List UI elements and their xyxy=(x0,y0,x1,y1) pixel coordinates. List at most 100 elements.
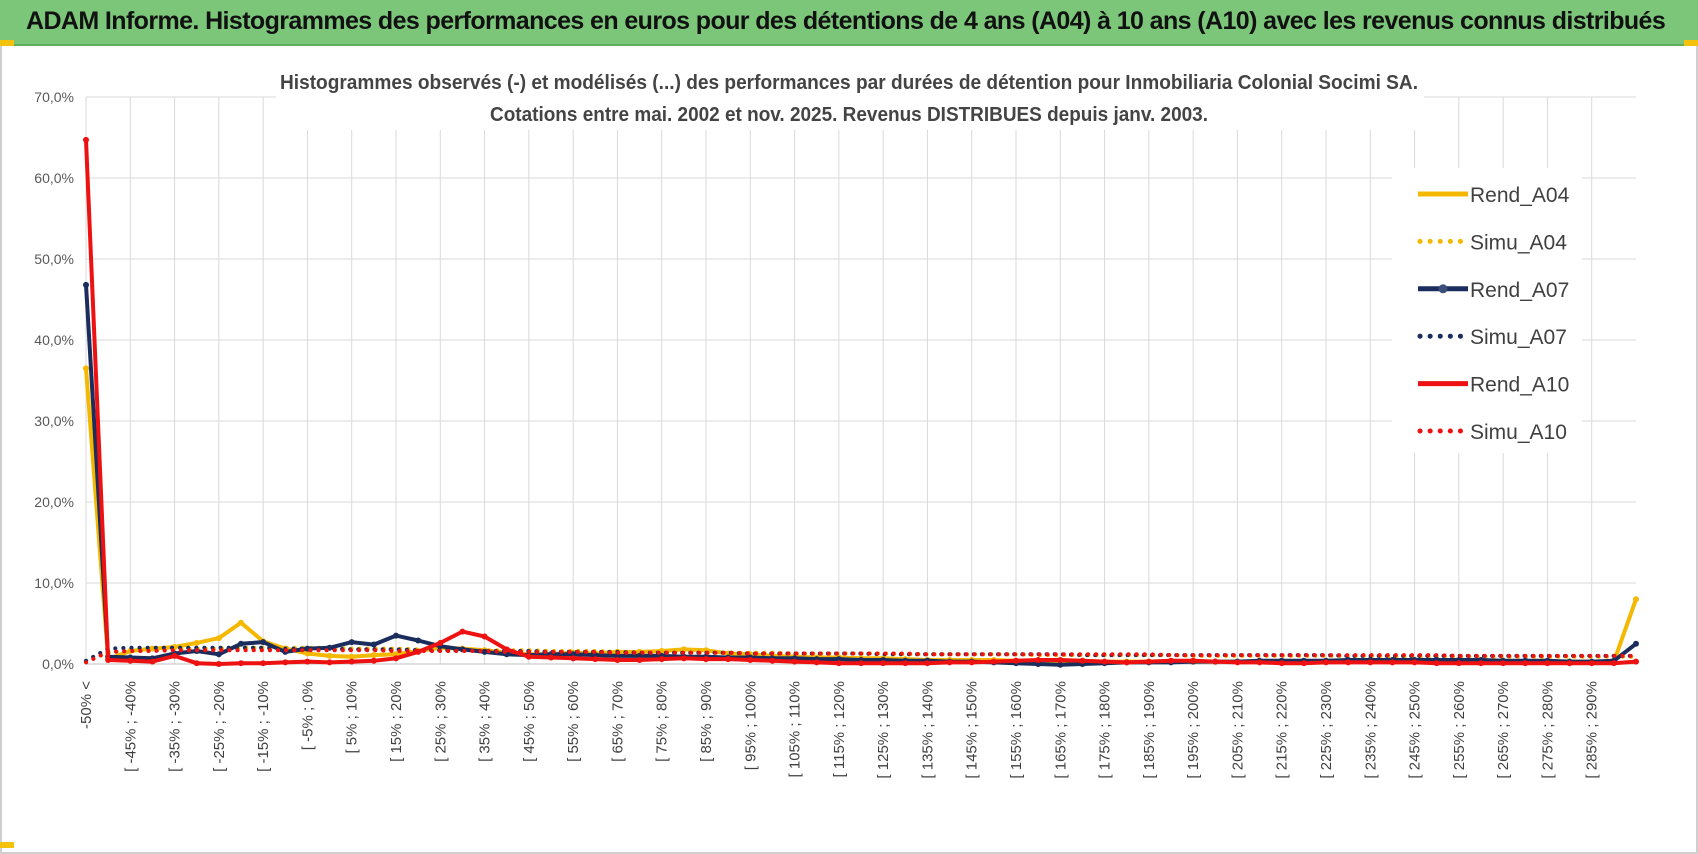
y-tick-label: 0,0% xyxy=(42,656,74,672)
x-tick-label: [ 165% ; 170% xyxy=(1052,681,1069,779)
x-tick-label: [ 5% ; 10% xyxy=(344,681,361,754)
x-tick-label: [ 55% ; 60% xyxy=(565,681,582,762)
data-point-rend-a10 xyxy=(1566,660,1573,667)
data-point-rend-a10 xyxy=(968,659,975,666)
x-tick-label: [ 285% ; 290% xyxy=(1584,681,1601,779)
x-tick-label: [ 245% ; 250% xyxy=(1407,681,1424,779)
data-point-rend-a10 xyxy=(990,658,997,665)
data-point-rend-a10 xyxy=(1367,659,1374,666)
x-tick-label: [ 215% ; 220% xyxy=(1274,681,1291,779)
data-point-rend-a10 xyxy=(570,655,577,662)
corner-marker xyxy=(0,842,14,848)
data-point-rend-a10 xyxy=(193,660,200,667)
x-tick-label: [ 105% ; 110% xyxy=(787,681,804,777)
chart-subtitle: Cotations entre mai. 2002 et nov. 2025. … xyxy=(490,104,1208,126)
x-tick-label: [ 235% ; 240% xyxy=(1362,681,1379,779)
data-point-rend-a10 xyxy=(1389,659,1396,666)
data-point-rend-a04 xyxy=(193,639,200,646)
data-point-rend-a10 xyxy=(1544,660,1551,667)
data-point-rend-a10 xyxy=(1190,657,1197,664)
data-point-rend-a10 xyxy=(636,656,643,663)
data-point-rend-a10 xyxy=(1278,660,1285,667)
data-point-rend-a10 xyxy=(1035,656,1042,663)
data-point-rend-a10 xyxy=(835,660,842,667)
data-point-rend-a10 xyxy=(83,136,89,143)
data-point-rend-a10 xyxy=(946,659,953,666)
data-point-rend-a10 xyxy=(282,659,289,666)
x-tick-label: [ 155% ; 160% xyxy=(1008,681,1025,779)
data-point-rend-a10 xyxy=(592,656,599,663)
data-point-rend-a10 xyxy=(614,656,621,663)
chart-frame xyxy=(0,46,1698,854)
x-tick-label: [ 185% ; 190% xyxy=(1141,681,1158,779)
x-tick-label: [ -35% ; -30% xyxy=(167,681,184,772)
data-point-rend-a10 xyxy=(1411,659,1418,666)
data-point-rend-a04 xyxy=(1633,596,1639,603)
y-tick-label: 50,0% xyxy=(34,251,74,267)
data-point-rend-a04 xyxy=(348,653,355,660)
data-point-rend-a10 xyxy=(658,656,665,663)
data-point-rend-a10 xyxy=(1145,658,1152,665)
y-tick-label: 60,0% xyxy=(34,170,74,186)
title-banner: ADAM Informe. Histogrammes des performan… xyxy=(0,0,1698,46)
data-point-rend-a04 xyxy=(304,650,311,657)
x-tick-label: [ 85% ; 90% xyxy=(698,681,715,762)
data-point-rend-a10 xyxy=(1168,657,1174,664)
data-point-rend-a10 xyxy=(1101,658,1108,665)
series-line-simu-a10 xyxy=(84,648,1638,665)
corner-marker xyxy=(1684,40,1698,46)
data-point-rend-a07 xyxy=(260,639,267,646)
data-point-rend-a10 xyxy=(348,658,355,665)
data-point-rend-a07 xyxy=(1057,661,1064,668)
data-point-rend-a10 xyxy=(1610,660,1617,667)
data-point-rend-a10 xyxy=(1323,659,1329,666)
series-lines xyxy=(83,136,1639,668)
data-point-rend-a10 xyxy=(525,653,532,660)
x-tick-label: [ -5% ; 0% xyxy=(299,681,316,750)
x-tick-label: [ -25% ; -20% xyxy=(211,681,228,772)
data-point-rend-a10 xyxy=(1123,659,1130,666)
data-point-rend-a10 xyxy=(1079,657,1086,664)
data-point-rend-a10 xyxy=(393,655,399,662)
data-point-rend-a10 xyxy=(260,660,267,667)
data-point-rend-a04 xyxy=(215,635,222,642)
data-point-rend-a10 xyxy=(1013,657,1019,664)
x-tick-label: [ 95% ; 100% xyxy=(742,681,759,770)
legend-label-simu-a10: Simu_A10 xyxy=(1470,421,1567,444)
legend-marker-rend-a07 xyxy=(1438,284,1448,294)
data-point-rend-a10 xyxy=(769,657,776,664)
data-point-rend-a10 xyxy=(171,652,178,659)
data-point-rend-a04 xyxy=(370,652,377,659)
data-point-rend-a10 xyxy=(459,628,466,635)
data-point-rend-a10 xyxy=(858,660,864,667)
data-point-rend-a10 xyxy=(680,655,687,662)
data-point-rend-a10 xyxy=(127,657,134,664)
data-point-rend-a04 xyxy=(238,619,244,626)
data-point-rend-a07 xyxy=(1633,640,1639,647)
y-tick-label: 10,0% xyxy=(34,575,74,591)
data-point-rend-a10 xyxy=(437,639,444,646)
data-point-rend-a10 xyxy=(149,658,156,665)
data-point-rend-a10 xyxy=(304,658,311,665)
data-point-rend-a10 xyxy=(548,654,554,661)
data-point-rend-a10 xyxy=(1500,660,1507,667)
data-point-rend-a10 xyxy=(1057,656,1064,663)
data-point-rend-a10 xyxy=(238,660,244,667)
legend-background xyxy=(1392,168,1582,453)
data-point-rend-a10 xyxy=(326,659,333,666)
data-point-rend-a04 xyxy=(83,365,89,372)
x-tick-label: [ 255% ; 260% xyxy=(1451,681,1468,779)
y-tick-label: 30,0% xyxy=(34,413,74,429)
chart-title: Histogrammes observés (-) et modélisés (… xyxy=(280,72,1418,94)
data-point-rend-a10 xyxy=(813,659,820,666)
x-tick-label: [ -15% ; -10% xyxy=(255,681,272,772)
legend: Rend_A04 Simu_A04 Rend_A07 Simu_A07 Rend_A10… xyxy=(1392,168,1582,453)
data-point-rend-a10 xyxy=(902,660,909,667)
x-tick-label: [ 205% ; 210% xyxy=(1229,681,1246,779)
x-tick-label: [ 45% ; 50% xyxy=(521,681,538,762)
data-point-rend-a10 xyxy=(703,656,709,663)
x-tick-label: [ 15% ; 20% xyxy=(388,681,405,762)
data-point-rend-a10 xyxy=(1478,660,1484,667)
x-tick-label: [ 275% ; 280% xyxy=(1539,681,1556,779)
y-tick-label: 40,0% xyxy=(34,332,74,348)
